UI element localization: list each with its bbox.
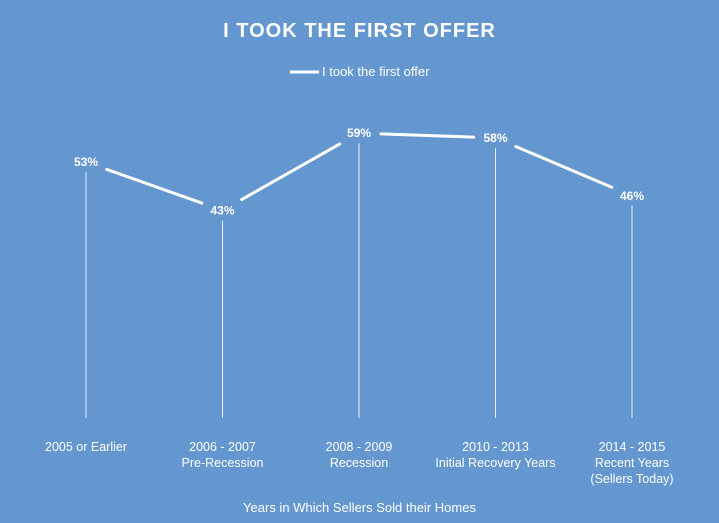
drop-lines (85, 143, 633, 418)
data-label: 43% (210, 203, 234, 217)
series-line-segment (240, 142, 342, 202)
series-line-segment (514, 145, 614, 189)
data-labels: 53% 43% 59% 58% 46% (74, 126, 644, 217)
x-tick-label: 2005 or Earlier (45, 440, 127, 454)
data-label: 58% (483, 131, 507, 145)
x-tick-label: 2006 - 2007 Pre-Recession (182, 440, 264, 470)
legend: I took the first offer (290, 64, 430, 79)
x-tick-label: 2010 - 2013 Initial Recovery Years (435, 440, 555, 470)
x-axis-title: Years in Which Sellers Sold their Homes (243, 500, 476, 515)
chart-title: I TOOK THE FIRST OFFER (223, 20, 496, 42)
x-axis-ticks: 2005 or Earlier 2006 - 2007 Pre-Recession 2… (45, 440, 674, 486)
data-label: 53% (74, 155, 98, 169)
legend-label: I took the first offer (322, 64, 430, 79)
x-tick-label: 2014 - 2015 Recent Years (Sellers Today) (590, 440, 673, 486)
x-tick-label: 2008 - 2009 Recession (326, 440, 393, 470)
series-line-group (105, 132, 614, 205)
data-label: 46% (620, 189, 644, 203)
data-label: 59% (347, 126, 371, 140)
series-line-segment (105, 167, 204, 205)
series-line-segment (379, 132, 476, 139)
